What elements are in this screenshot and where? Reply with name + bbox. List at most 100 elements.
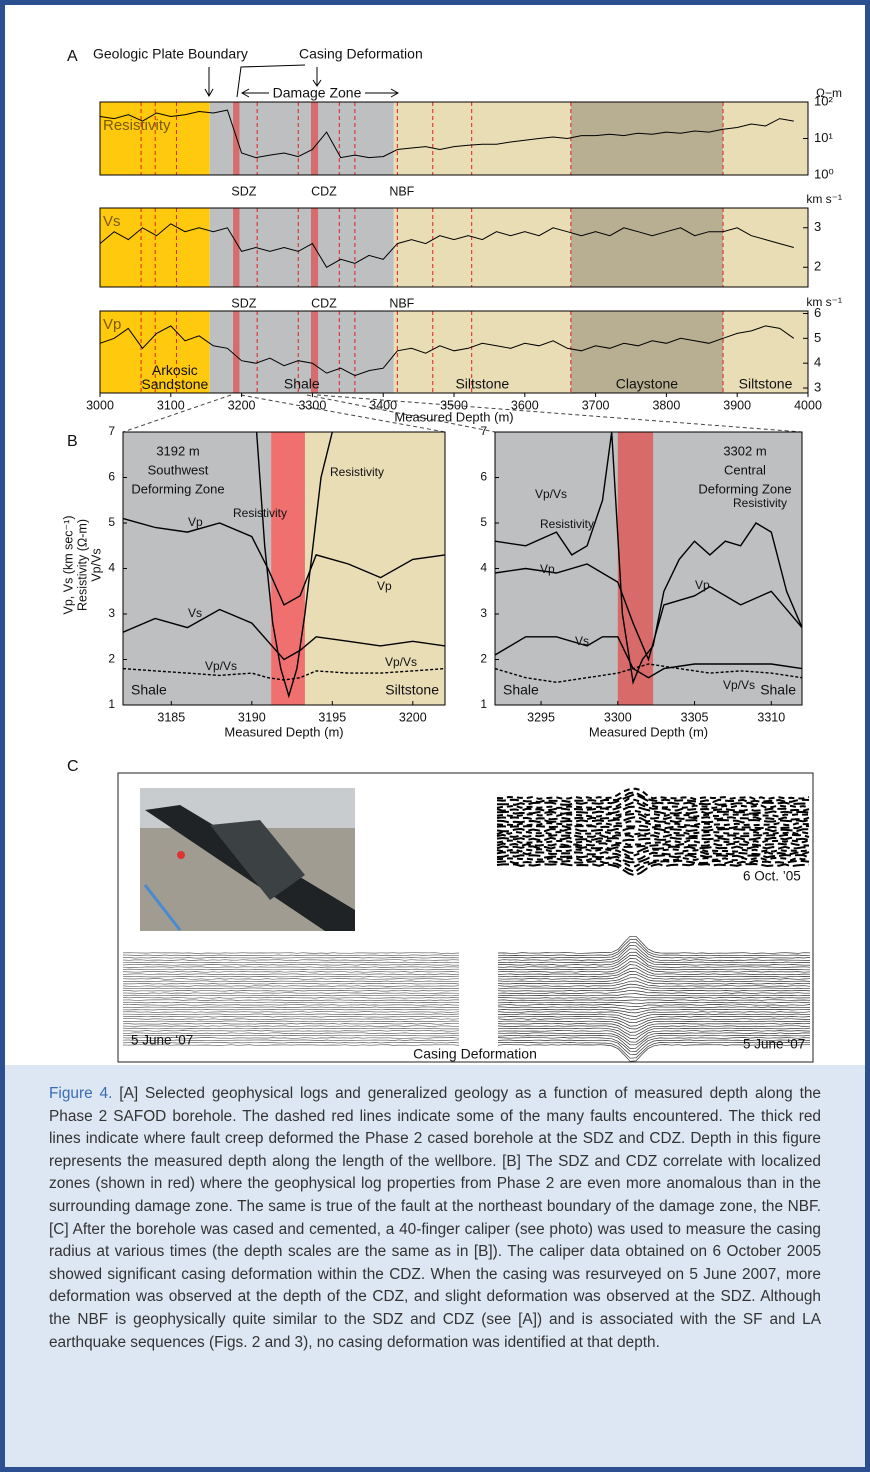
connector xyxy=(306,394,496,433)
caliper-trace xyxy=(497,1037,811,1052)
caliper-trace xyxy=(496,839,810,846)
y-tick-label: 3 xyxy=(108,606,115,620)
zone xyxy=(123,432,272,705)
bracket xyxy=(236,64,306,98)
caliper-trace xyxy=(497,793,810,806)
x-tick-label: 3310 xyxy=(757,710,785,724)
caliper-trace xyxy=(122,1037,460,1039)
photo-caliper xyxy=(210,820,305,900)
caliper-trace xyxy=(496,836,810,842)
caliper-trace xyxy=(122,1044,460,1046)
x-tick-label: 3185 xyxy=(157,710,185,724)
caliper-trace xyxy=(122,1006,459,1008)
caption: Figure 4. [A] Selected geophysical logs … xyxy=(5,1065,865,1467)
caliper-trace xyxy=(497,938,811,957)
caliper-trace xyxy=(122,1008,459,1011)
x-tick-label: 3000 xyxy=(86,398,114,412)
panel-title: Casing Deformation xyxy=(413,1046,537,1062)
caliper-trace xyxy=(122,1001,460,1004)
caliper-trace xyxy=(122,1025,459,1027)
caliper-trace xyxy=(497,1030,811,1043)
zone xyxy=(209,102,394,175)
photo-detail xyxy=(177,851,185,859)
caliper-trace xyxy=(497,1006,811,1011)
caliper-trace xyxy=(497,999,811,1001)
caliper-trace xyxy=(497,1013,811,1020)
caliper-trace xyxy=(497,986,811,992)
axis-unit: km s⁻¹ xyxy=(806,192,842,206)
caliper-trace xyxy=(497,948,811,964)
y-tick-label: 2 xyxy=(108,652,115,666)
caliper-trace xyxy=(122,964,460,966)
y-tick-label: 4 xyxy=(814,355,821,370)
deformation-zone xyxy=(310,102,319,175)
track-label: Vp xyxy=(103,316,121,333)
x-tick-label: 3600 xyxy=(511,398,539,412)
caliper-trace xyxy=(122,978,459,980)
image-label: 5 June ‘07 xyxy=(131,1033,193,1048)
plot-title: Central xyxy=(724,462,766,477)
y-axis-label: Vp, Vs (km sec⁻¹) xyxy=(61,516,75,615)
annotation: Casing Deformation xyxy=(299,46,423,62)
rock-label: Shale xyxy=(760,682,796,698)
caliper-trace xyxy=(497,1039,811,1055)
caliper-trace xyxy=(122,1034,460,1037)
zone-label: Siltstone xyxy=(455,376,509,392)
caliper-trace xyxy=(497,1015,811,1023)
x-tick-label: 3100 xyxy=(157,398,185,412)
caliper-trace xyxy=(498,1027,811,1040)
y-tick-label: 4 xyxy=(108,561,115,575)
caliper-trace xyxy=(496,824,810,830)
caliper-trace xyxy=(122,975,460,978)
y-tick-label: 3 xyxy=(480,606,487,620)
x-axis-label: Measured Depth (m) xyxy=(394,409,513,424)
caliper-trace xyxy=(497,971,811,980)
zone xyxy=(393,102,571,175)
caliper-trace xyxy=(496,851,810,862)
caliper-trace xyxy=(122,968,459,971)
caliper-trace xyxy=(497,1020,811,1030)
curve xyxy=(123,517,445,606)
y-tick-label: 10¹ xyxy=(814,130,833,145)
caption-label: Figure 4. xyxy=(49,1085,113,1102)
caliper-trace xyxy=(497,983,811,990)
curve-label: Vp/Vs xyxy=(723,678,755,692)
curve-label: Resistivity xyxy=(233,506,287,520)
rock-label: Siltstone xyxy=(385,682,439,698)
zone xyxy=(393,208,571,287)
caliper-trace xyxy=(496,809,809,818)
panel-letter: B xyxy=(67,433,78,450)
deformation-zone xyxy=(310,311,319,393)
caliper-trace xyxy=(498,1041,811,1059)
caliper-trace xyxy=(496,856,810,868)
plot-title: Deforming Zone xyxy=(698,481,791,496)
curve-label: Vp xyxy=(695,578,710,592)
x-tick-label: 3190 xyxy=(238,710,266,724)
plot-title: Deforming Zone xyxy=(131,481,224,496)
caliper-trace xyxy=(496,827,810,833)
y-tick-label: 2 xyxy=(480,652,487,666)
caliper-trace xyxy=(496,791,810,804)
x-axis-label: Measured Depth (m) xyxy=(589,724,708,739)
caliper-trace xyxy=(122,1020,460,1023)
caliper-trace xyxy=(496,862,810,877)
curve-label: Vs xyxy=(575,634,589,648)
caliper-trace xyxy=(122,999,459,1001)
zone xyxy=(209,208,394,287)
caliper-trace xyxy=(122,1041,460,1044)
caliper-trace xyxy=(122,971,460,973)
caliper-trace xyxy=(497,1032,811,1046)
panel-letter: C xyxy=(67,758,79,775)
caliper-trace xyxy=(123,956,460,959)
caliper-trace xyxy=(497,955,811,968)
caliper-trace xyxy=(122,992,460,994)
plot-title: 3302 m xyxy=(723,443,766,458)
curve-label: Vp/Vs xyxy=(205,659,237,673)
y-tick-label: 6 xyxy=(480,470,487,484)
caliper-trace xyxy=(497,1023,811,1033)
caliper-trace xyxy=(496,787,810,801)
x-tick-label: 3700 xyxy=(582,398,610,412)
caliper-trace xyxy=(123,1018,460,1020)
deformation-zone xyxy=(617,432,654,705)
caliper-trace xyxy=(122,952,460,954)
